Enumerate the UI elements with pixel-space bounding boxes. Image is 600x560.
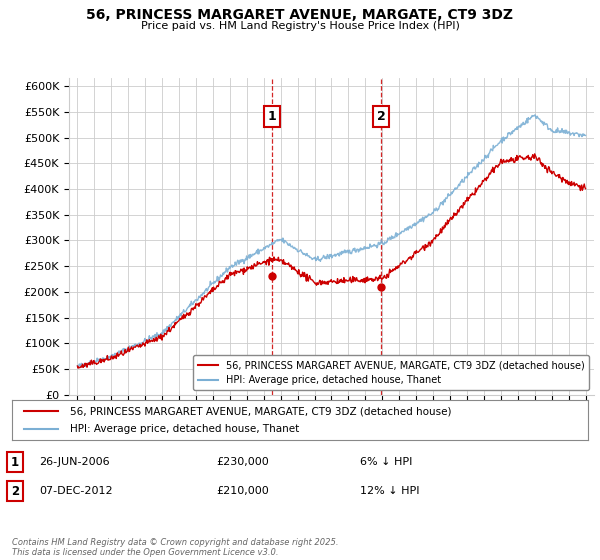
Legend: 56, PRINCESS MARGARET AVENUE, MARGATE, CT9 3DZ (detached house), HPI: Average pr: 56, PRINCESS MARGARET AVENUE, MARGATE, C… xyxy=(193,356,589,390)
Text: 56, PRINCESS MARGARET AVENUE, MARGATE, CT9 3DZ: 56, PRINCESS MARGARET AVENUE, MARGATE, C… xyxy=(86,8,514,22)
Text: 1: 1 xyxy=(11,455,19,469)
Text: 26-JUN-2006: 26-JUN-2006 xyxy=(39,457,110,467)
Text: Contains HM Land Registry data © Crown copyright and database right 2025.
This d: Contains HM Land Registry data © Crown c… xyxy=(12,538,338,557)
Text: 56, PRINCESS MARGARET AVENUE, MARGATE, CT9 3DZ (detached house): 56, PRINCESS MARGARET AVENUE, MARGATE, C… xyxy=(70,407,451,417)
Text: HPI: Average price, detached house, Thanet: HPI: Average price, detached house, Than… xyxy=(70,423,299,433)
Text: 6% ↓ HPI: 6% ↓ HPI xyxy=(360,457,412,467)
Text: 2: 2 xyxy=(377,110,386,123)
Text: £230,000: £230,000 xyxy=(216,457,269,467)
Text: 1: 1 xyxy=(268,110,277,123)
Text: 12% ↓ HPI: 12% ↓ HPI xyxy=(360,486,419,496)
Text: 2: 2 xyxy=(11,484,19,498)
Text: £210,000: £210,000 xyxy=(216,486,269,496)
Text: Price paid vs. HM Land Registry's House Price Index (HPI): Price paid vs. HM Land Registry's House … xyxy=(140,21,460,31)
Text: 07-DEC-2012: 07-DEC-2012 xyxy=(39,486,113,496)
